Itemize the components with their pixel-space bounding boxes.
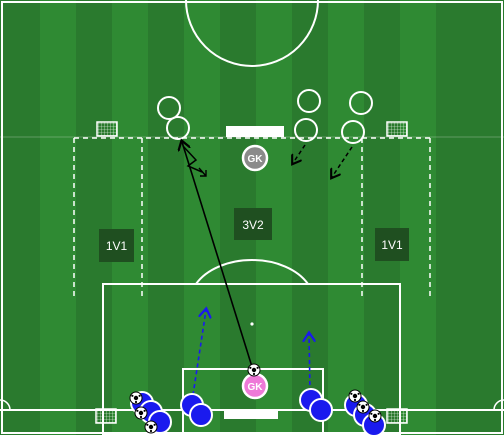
zone-label-left: 1V1 <box>99 229 134 262</box>
defender-run-arrows <box>293 144 353 177</box>
svg-text:1V1: 1V1 <box>381 238 403 252</box>
bottom-center-goal <box>224 410 278 419</box>
goal-icon <box>386 121 408 137</box>
defender-zigzag-run <box>182 145 203 173</box>
top-center-goal <box>226 126 284 137</box>
ball-icon <box>348 389 362 403</box>
penalty-arc <box>195 259 309 285</box>
zigzag-arrowhead <box>198 167 207 177</box>
goalkeeper-bottom: GK <box>241 372 269 400</box>
player-icon <box>309 398 333 422</box>
corner-arc-left <box>0 399 11 411</box>
attacker-run-arrows <box>192 310 310 396</box>
ball-icon <box>247 363 261 377</box>
svg-text:1V1: 1V1 <box>106 239 128 253</box>
goal-icon <box>95 408 117 424</box>
zone-label-right: 1V1 <box>375 228 409 261</box>
goal-icon <box>386 408 408 424</box>
svg-text:GK: GK <box>248 154 264 165</box>
ball-icon <box>368 409 382 423</box>
svg-text:GK: GK <box>248 382 264 393</box>
corner-arc-right <box>493 399 504 411</box>
ball-icon <box>144 420 158 434</box>
svg-text:3V2: 3V2 <box>242 218 264 232</box>
long-pass-arrow <box>182 142 254 371</box>
player-icon <box>294 118 318 142</box>
player-icon <box>157 96 181 120</box>
player-icon <box>189 403 213 427</box>
zone-label-center: 3V2 <box>234 208 272 240</box>
player-icon <box>349 91 373 115</box>
player-icon <box>297 89 321 113</box>
penalty-area <box>102 283 401 435</box>
goalkeeper-top: GK <box>241 144 269 172</box>
player-icon <box>341 120 365 144</box>
channel-dashed-lines <box>73 137 431 300</box>
ball-icon <box>134 406 148 420</box>
penalty-spot <box>250 322 254 326</box>
ball-icon <box>356 400 370 414</box>
goal-icon <box>96 121 118 137</box>
center-circle-arc <box>185 0 319 67</box>
ball-icon <box>129 391 143 405</box>
